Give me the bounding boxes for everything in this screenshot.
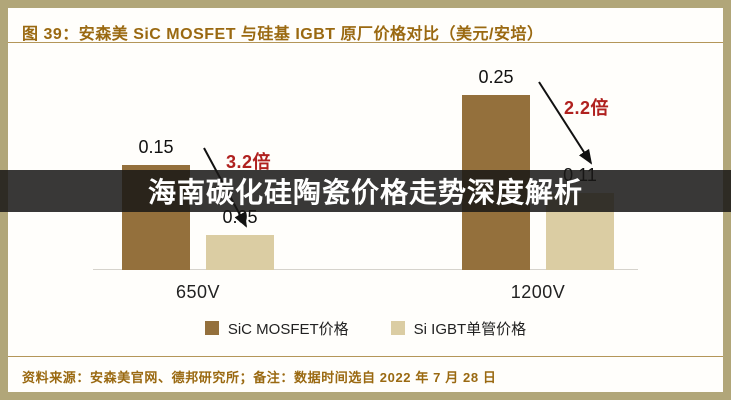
source-separator xyxy=(8,356,723,357)
x-axis-label: 1200V xyxy=(510,282,566,302)
title-separator xyxy=(8,42,723,43)
legend-label: SiC MOSFET价格 xyxy=(227,320,349,338)
overlay-banner: 海南碳化硅陶瓷价格走势深度解析 xyxy=(0,170,731,212)
bar-650V-series1 xyxy=(206,235,274,270)
arrows-svg xyxy=(203,81,593,228)
ratio-label-1200v: 2.2倍 xyxy=(564,98,610,118)
figure-title: 图 39：安森美 SiC MOSFET 与硅基 IGBT 原厂价格对比（美元/安… xyxy=(22,26,544,43)
source-note: 资料来源：安森美官网、德邦研究所；备注：数据时间选自 2022 年 7 月 28… xyxy=(22,370,497,385)
x-axis-line xyxy=(93,269,638,270)
bar-value-label: 0.25 xyxy=(478,67,514,87)
legend-swatch xyxy=(204,321,219,335)
legend-item: Si IGBT单管价格 xyxy=(390,318,527,339)
bar-value-label: 0.15 xyxy=(138,137,174,157)
legend-item: SiC MOSFET价格 xyxy=(204,318,349,339)
legend-label: Si IGBT单管价格 xyxy=(413,320,527,338)
overlay-title: 海南碳化硅陶瓷价格走势深度解析 xyxy=(147,177,583,208)
legend-swatch xyxy=(390,321,405,335)
ratio-label-650v: 3.2倍 xyxy=(226,152,272,172)
x-axis-label: 650V xyxy=(175,282,221,302)
chart-legend: SiC MOSFET价格 Si IGBT单管价格 xyxy=(8,317,723,339)
bar-value-label: 0.05 xyxy=(222,207,258,227)
